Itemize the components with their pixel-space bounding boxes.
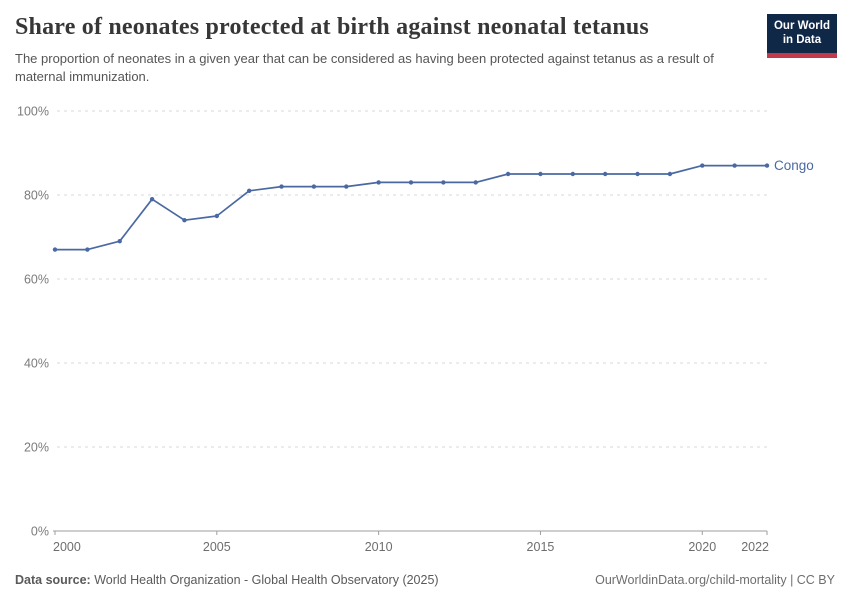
data-point[interactable] [149,197,155,202]
chart-footer: Data source: World Health Organization -… [15,573,835,587]
data-point[interactable] [505,171,511,177]
data-point[interactable] [667,171,673,177]
data-point[interactable] [538,171,543,177]
chart-title: Share of neonates protected at birth aga… [15,14,649,40]
data-point[interactable] [182,218,187,223]
data-point[interactable] [732,163,737,168]
data-point[interactable] [117,239,122,244]
y-tick-label: 40% [24,357,49,371]
data-point[interactable] [344,184,349,189]
chart-subtitle: The proportion of neonates in a given ye… [15,51,714,85]
series-end-label[interactable]: Congo [774,158,814,173]
data-point[interactable] [635,171,640,177]
data-point[interactable] [52,247,58,252]
series-line[interactable] [54,164,768,251]
data-point[interactable] [279,184,284,189]
x-tick-label: 2000 [53,540,81,554]
data-point[interactable] [85,247,90,252]
data-point[interactable] [408,180,414,185]
data-point[interactable] [214,213,220,219]
data-point[interactable] [376,180,381,185]
y-tick-label: 100% [17,105,49,119]
data-point[interactable] [700,163,705,168]
y-tick-label: 20% [24,441,49,455]
x-tick-label: 2005 [203,540,231,554]
data-point[interactable] [311,184,317,189]
data-source: Data source: World Health Organization -… [15,573,439,587]
x-tick-label: 2010 [365,540,393,554]
owid-logo-line2: in Data [782,34,822,47]
data-source-text: World Health Organization - Global Healt… [90,573,439,587]
attribution-link[interactable]: OurWorldinData.org/child-mortality | CC … [595,573,835,587]
y-tick-label: 60% [24,273,49,287]
data-point[interactable] [764,163,770,168]
data-point[interactable] [246,188,252,193]
chart-header: Share of neonates protected at birth aga… [15,14,755,87]
data-point[interactable] [441,180,446,185]
data-point[interactable] [570,171,576,177]
owid-logo[interactable]: Our World in Data [766,14,837,58]
data-point[interactable] [602,171,608,177]
x-tick-label: 2022 [741,540,769,554]
data-source-label: Data source: [15,573,91,587]
owid-logo-line1: Our World [773,20,830,32]
x-tick-label: 2015 [527,540,555,554]
x-tick-label: 2020 [688,540,716,554]
y-tick-label: 80% [24,189,49,203]
y-tick-label: 0% [31,525,49,539]
data-point[interactable] [473,180,478,185]
